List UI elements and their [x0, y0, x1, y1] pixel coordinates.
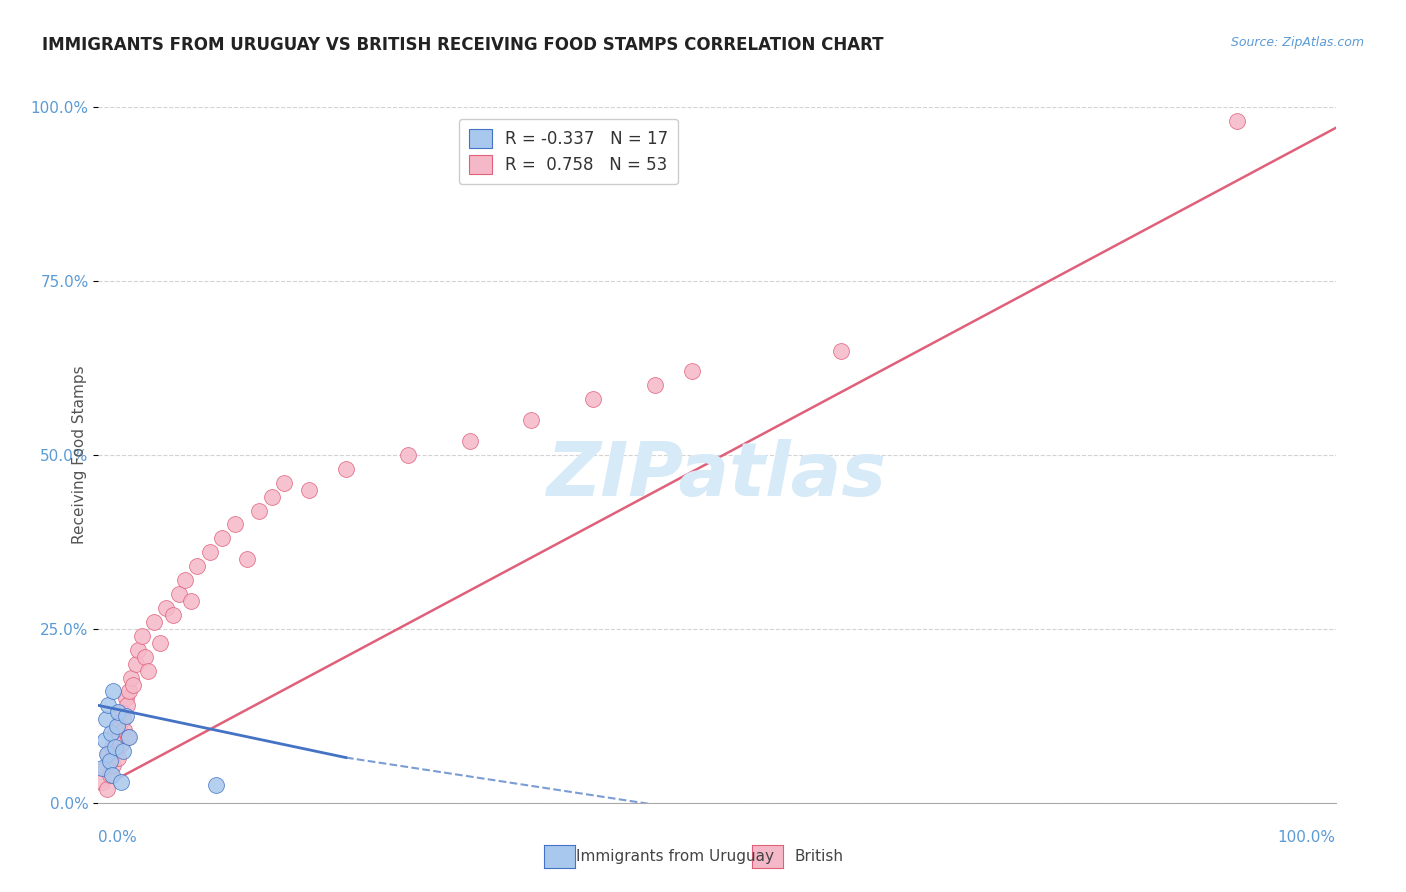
Point [186, 559, 208, 574]
Text: Source: ZipAtlas.com: Source: ZipAtlas.com [1230, 36, 1364, 49]
Point [112, 712, 135, 726]
Point [118, 684, 141, 698]
Point [155, 601, 177, 615]
Point [458, 434, 481, 448]
Point [104, 744, 127, 758]
Point [105, 719, 128, 733]
Point [97, 698, 120, 713]
Point [122, 677, 145, 691]
Point [236, 552, 259, 566]
Point [582, 392, 605, 407]
Point [107, 706, 129, 720]
Point [124, 657, 146, 671]
Point [644, 378, 666, 392]
Point [110, 737, 132, 751]
Point [143, 615, 166, 629]
Point [1226, 114, 1249, 128]
Point [112, 744, 135, 758]
Point [131, 629, 153, 643]
Point [100, 754, 122, 768]
Point [247, 503, 270, 517]
Point [91, 775, 114, 789]
Point [98, 768, 121, 782]
Point [111, 706, 134, 720]
Point [93, 761, 115, 775]
Point [224, 517, 246, 532]
Point [97, 747, 120, 761]
Point [101, 768, 124, 782]
Point [103, 726, 125, 740]
Point [118, 730, 141, 744]
Point [211, 532, 233, 546]
Point [110, 775, 132, 789]
Point [134, 649, 156, 664]
Point [93, 733, 115, 747]
Point [94, 712, 117, 726]
Point [205, 778, 228, 792]
Point [107, 750, 129, 764]
Point [103, 757, 125, 772]
Point [127, 642, 149, 657]
Point [396, 448, 419, 462]
Point [180, 594, 202, 608]
Point [520, 413, 543, 427]
Legend: R = -0.337   N = 17, R =  0.758   N = 53: R = -0.337 N = 17, R = 0.758 N = 53 [458, 119, 679, 184]
Point [105, 733, 128, 747]
Point [108, 719, 131, 733]
Point [298, 483, 321, 497]
Point [101, 740, 124, 755]
Point [112, 723, 135, 737]
Text: Immigrants from Uruguay: Immigrants from Uruguay [576, 849, 775, 863]
Point [96, 747, 118, 761]
Point [162, 607, 184, 622]
Y-axis label: Receiving Food Stamps: Receiving Food Stamps [72, 366, 87, 544]
Point [174, 573, 197, 587]
Point [100, 726, 122, 740]
Point [273, 475, 295, 490]
Point [830, 343, 852, 358]
Point [103, 740, 125, 755]
Point [167, 587, 190, 601]
Point [114, 691, 136, 706]
Point [149, 636, 172, 650]
Point [335, 462, 357, 476]
Text: 100.0%: 100.0% [1278, 830, 1336, 845]
Text: ZIPatlas: ZIPatlas [547, 439, 887, 512]
Point [681, 364, 703, 378]
Point [115, 698, 138, 713]
Point [260, 490, 283, 504]
Point [114, 708, 136, 723]
Point [120, 671, 142, 685]
Point [136, 664, 159, 678]
Point [117, 730, 139, 744]
Text: IMMIGRANTS FROM URUGUAY VS BRITISH RECEIVING FOOD STAMPS CORRELATION CHART: IMMIGRANTS FROM URUGUAY VS BRITISH RECEI… [42, 36, 884, 54]
Text: 0.0%: 0.0% [98, 830, 138, 845]
Point [91, 761, 114, 775]
Point [98, 754, 121, 768]
Text: British: British [794, 849, 844, 863]
Point [198, 545, 221, 559]
Point [103, 684, 125, 698]
Point [96, 781, 118, 796]
